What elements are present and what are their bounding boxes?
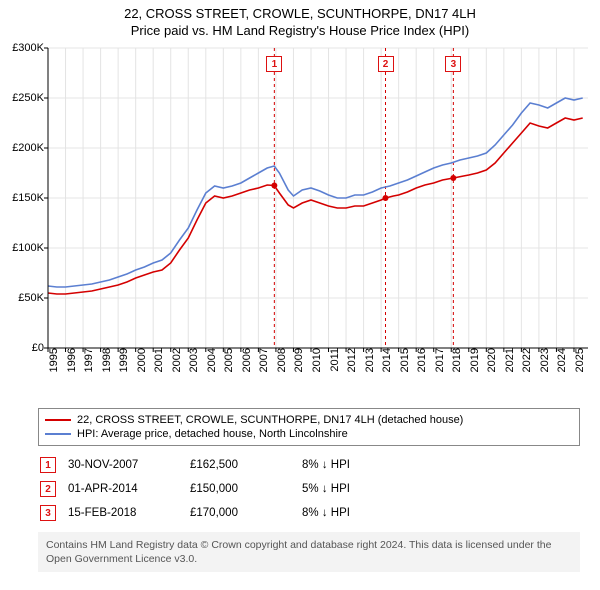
x-tick-label: 2005 [223, 348, 235, 372]
x-tick-label: 1997 [83, 348, 95, 372]
x-tick-label: 2013 [364, 348, 376, 372]
y-tick-label: £0 [32, 342, 44, 354]
x-tick-label: 2011 [329, 348, 341, 372]
y-tick-label: £50K [18, 292, 44, 304]
x-tick-label: 2004 [206, 348, 218, 372]
transaction-badge: 1 [40, 457, 56, 473]
transaction-row: 3 15-FEB-2018£170,0008% ↓ HPI [40, 502, 360, 524]
transaction-price: £170,000 [190, 502, 300, 524]
legend-label: 22, CROSS STREET, CROWLE, SCUNTHORPE, DN… [77, 414, 463, 426]
x-tick-label: 2009 [293, 348, 305, 372]
x-tick-label: 2023 [539, 348, 551, 372]
x-tick-label: 2020 [486, 348, 498, 372]
x-tick-label: 2022 [521, 348, 533, 372]
x-tick-label: 2019 [469, 348, 481, 372]
x-tick-label: 2010 [311, 348, 323, 372]
x-tick-label: 2017 [434, 348, 446, 372]
transaction-delta: 5% ↓ HPI [302, 478, 360, 500]
y-tick-label: £150K [12, 192, 44, 204]
legend-swatch [45, 433, 71, 435]
legend-item: 22, CROSS STREET, CROWLE, SCUNTHORPE, DN… [45, 413, 573, 427]
transaction-badge: 3 [40, 505, 56, 521]
chart-marker-badge: 1 [266, 56, 282, 72]
transaction-price: £150,000 [190, 478, 300, 500]
x-tick-label: 2025 [574, 348, 586, 372]
transaction-delta: 8% ↓ HPI [302, 502, 360, 524]
x-tick-label: 2001 [153, 348, 165, 372]
transaction-date: 30-NOV-2007 [68, 454, 188, 476]
y-tick-label: £200K [12, 142, 44, 154]
x-tick-label: 1998 [101, 348, 113, 372]
x-tick-label: 2024 [556, 348, 568, 372]
plot-region: £0£50K£100K£150K£200K£250K£300K199519961… [48, 48, 588, 348]
attribution-text: Contains HM Land Registry data © Crown c… [38, 532, 580, 572]
x-tick-label: 2021 [504, 348, 516, 372]
x-tick-label: 1999 [118, 348, 130, 372]
transaction-date: 01-APR-2014 [68, 478, 188, 500]
transaction-delta: 8% ↓ HPI [302, 454, 360, 476]
legend-item: HPI: Average price, detached house, Nort… [45, 427, 573, 441]
transaction-row: 2 01-APR-2014£150,0005% ↓ HPI [40, 478, 360, 500]
transaction-row: 1 30-NOV-2007£162,5008% ↓ HPI [40, 454, 360, 476]
legend-swatch [45, 419, 71, 421]
title-sub: Price paid vs. HM Land Registry's House … [0, 23, 600, 38]
transaction-price: £162,500 [190, 454, 300, 476]
x-tick-label: 2014 [381, 348, 393, 372]
legend: 22, CROSS STREET, CROWLE, SCUNTHORPE, DN… [38, 408, 580, 446]
x-tick-label: 2016 [416, 348, 428, 372]
x-tick-label: 2007 [258, 348, 270, 372]
x-tick-label: 2006 [241, 348, 253, 372]
figure-root: 22, CROSS STREET, CROWLE, SCUNTHORPE, DN… [0, 0, 600, 572]
y-tick-label: £300K [12, 42, 44, 54]
x-tick-label: 2003 [188, 348, 200, 372]
x-tick-label: 1995 [48, 348, 60, 372]
chart-area: £0 £50K £100K £150K £200K £250K £300K 1995 1996 1… [10, 44, 590, 404]
title-main: 22, CROSS STREET, CROWLE, SCUNTHORPE, DN… [0, 6, 600, 21]
y-tick-label: £100K [12, 242, 44, 254]
legend-label: HPI: Average price, detached house, Nort… [77, 428, 348, 440]
x-tick-label: 2018 [451, 348, 463, 372]
x-tick-label: 1996 [66, 348, 78, 372]
transaction-date: 15-FEB-2018 [68, 502, 188, 524]
transaction-badge: 2 [40, 481, 56, 497]
y-tick-label: £250K [12, 92, 44, 104]
x-tick-label: 2012 [346, 348, 358, 372]
chart-marker-badge: 2 [378, 56, 394, 72]
x-tick-label: 2002 [171, 348, 183, 372]
x-tick-label: 2000 [136, 348, 148, 372]
chart-marker-badge: 3 [445, 56, 461, 72]
transaction-table: 130-NOV-2007£162,5008% ↓ HPI201-APR-2014… [38, 452, 362, 526]
title-block: 22, CROSS STREET, CROWLE, SCUNTHORPE, DN… [0, 0, 600, 40]
x-tick-label: 2008 [276, 348, 288, 372]
x-tick-label: 2015 [399, 348, 411, 372]
